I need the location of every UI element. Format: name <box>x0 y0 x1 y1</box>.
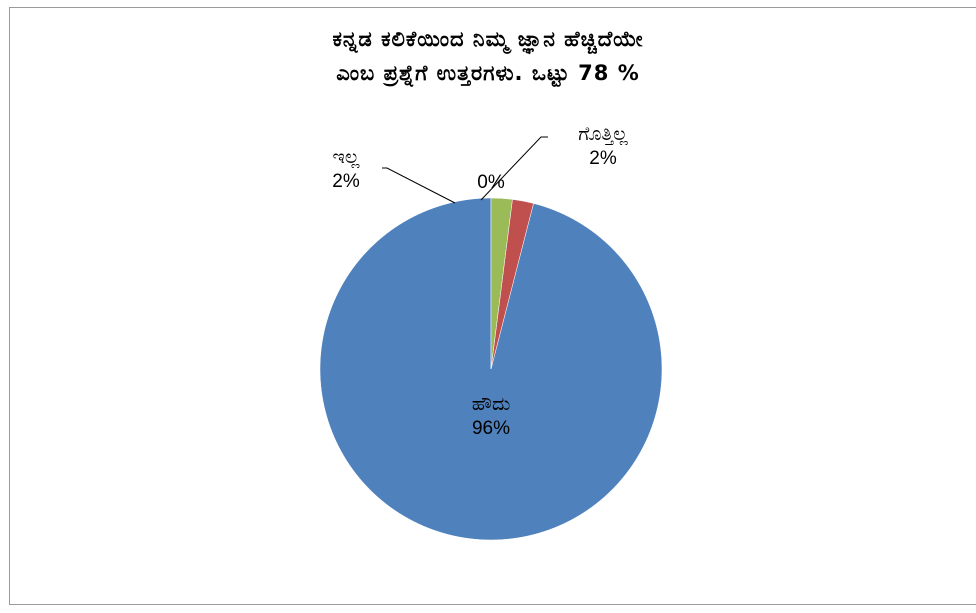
pie-leader-line-1 <box>382 167 456 204</box>
pie-label-1: ಇಲ್ಲ 2% <box>332 147 360 192</box>
pie-slices <box>319 197 663 541</box>
pie-label-value-1: 2% <box>332 171 360 192</box>
pie-labels: ಹೌದು 96% ಇಲ್ಲ 2% 0% ಗೊತ್ತಿಲ್ಲ 2% <box>332 124 628 439</box>
pie-leader-line-3 <box>480 136 548 201</box>
chart-title: ಕನ್ನಡ ಕಲಿಕೆಯಿಂದ ನಿಮ್ಮ ಜ್ಞಾನ ಹೆಚ್ಚಿದೆಯೇ ಎ… <box>0 22 976 90</box>
pie-label-value-0: 96% <box>472 418 510 439</box>
pie-label-value-3: 2% <box>589 148 617 169</box>
pie-label-0: ಹೌದು 96% <box>472 394 511 439</box>
pie-label-2: 0% <box>477 172 505 193</box>
pie-slice-0 <box>319 197 663 541</box>
pie-label-3: ಗೊತ್ತಿಲ್ಲ 2% <box>578 124 628 169</box>
pie-label-name-0: ಹೌದು <box>472 394 511 415</box>
pie-label-value-2: 0% <box>477 172 505 193</box>
pie-slice-3 <box>490 197 513 370</box>
pie-label-name-1: ಇಲ್ಲ <box>333 147 361 168</box>
pie-leader-lines <box>382 136 548 204</box>
chart-title-line-1: ಕನ್ನಡ ಕಲಿಕೆಯಿಂದ ನಿಮ್ಮ ಜ್ಞಾನ ಹೆಚ್ಚಿದೆಯೇ <box>332 27 644 51</box>
pie-label-name-3: ಗೊತ್ತಿಲ್ಲ <box>578 124 628 145</box>
chart-title-line-2: ಎಂಬ ಪ್ರಶ್ನೆಗೆ ಉತ್ತರಗಳು. ಒಟ್ಟು 78 % <box>336 61 640 85</box>
